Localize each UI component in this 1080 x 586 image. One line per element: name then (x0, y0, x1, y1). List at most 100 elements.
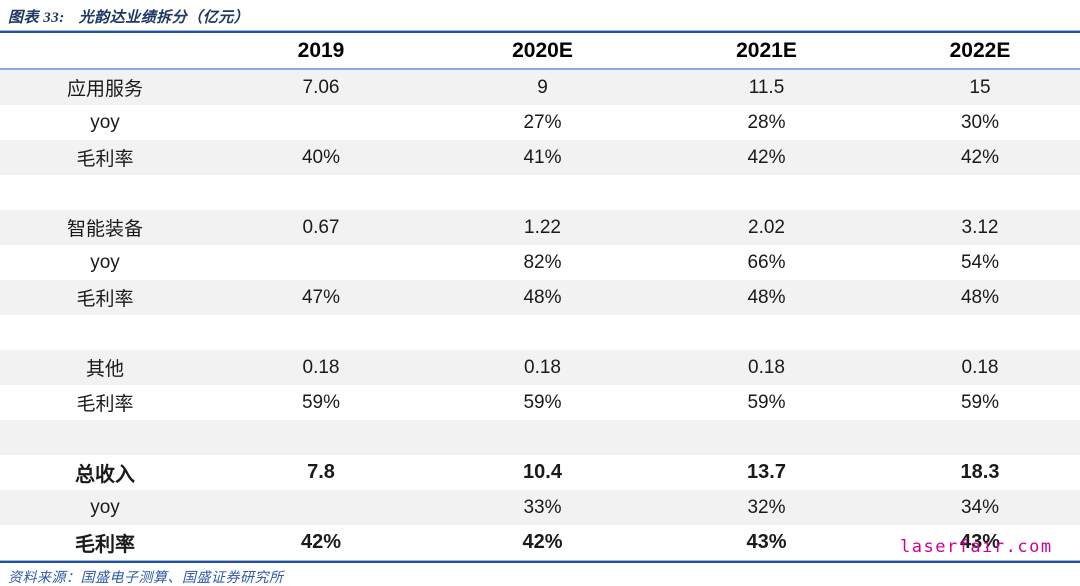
value-cell-2020e: 48% (432, 280, 653, 315)
column-header-2022e: 2022E (880, 33, 1080, 70)
value-cell-2019: 0.18 (210, 350, 432, 385)
value-cell-2019 (210, 175, 432, 210)
value-cell-2020e: 41% (432, 140, 653, 175)
value-cell-2022e: 43% (959, 531, 1001, 553)
column-header-2020e: 2020E (432, 33, 653, 70)
value-cell-2021e: 0.18 (653, 350, 880, 385)
value-cell-2020e: 33% (432, 490, 653, 525)
value-cell-2022e (880, 420, 1080, 455)
row-label-cell: yoy (90, 251, 120, 273)
value-cell-2019 (210, 315, 432, 350)
row-label-cell: yoy (90, 111, 120, 133)
row-label-cell: yoy (0, 490, 210, 525)
value-cell-2021e: 11.5 (653, 70, 880, 105)
value-cell-2022e: 30% (960, 111, 1000, 133)
row-label-cell: 应用服务 (0, 70, 210, 105)
value-cell-2022e (880, 175, 1080, 210)
value-cell-2019 (210, 420, 432, 455)
table-row: 总收入 7.8 10.4 13.7 18.3 (0, 455, 1080, 490)
value-cell-2021e: 59% (747, 391, 786, 413)
table-row: 毛利率 47% 48% 48% 48% (0, 280, 1080, 315)
value-cell-2019 (210, 245, 432, 280)
row-label-cell: 其他 (0, 350, 210, 385)
value-cell-2021e: 48% (653, 280, 880, 315)
value-cell-2021e: 2.02 (653, 210, 880, 245)
value-cell-2019: 47% (210, 280, 432, 315)
table-row: 毛利率 40% 41% 42% 42% (0, 140, 1080, 175)
value-cell-2019: 7.8 (307, 461, 335, 483)
data-table: 2019 2020E 2021E 2022E 应用服务 7.06 9 11.5 … (0, 33, 1080, 560)
row-label-cell: 毛利率 (75, 534, 135, 556)
table-row (0, 175, 1080, 210)
table-bottom-rule (0, 560, 1080, 563)
row-label-cell: 智能装备 (0, 210, 210, 245)
row-label-cell: 毛利率 (0, 140, 210, 175)
table-row: 智能装备 0.67 1.22 2.02 3.12 (0, 210, 1080, 245)
value-cell-2020e: 82% (523, 251, 562, 273)
value-cell-2021e (653, 420, 880, 455)
value-cell-2021e: 28% (747, 111, 786, 133)
figure-label: 图表 33: (8, 10, 65, 26)
value-cell-2022e: 18.3 (960, 461, 1000, 483)
value-cell-2021e: 42% (653, 140, 880, 175)
value-cell-2020e: 10.4 (523, 461, 562, 483)
row-label-cell (0, 420, 210, 455)
value-cell-2021e: 66% (747, 251, 786, 273)
table-row (0, 420, 1080, 455)
watermark: laserfair.com (900, 537, 1053, 557)
figure-title-text: 光韵达业绩拆分（亿元） (78, 10, 250, 26)
value-cell-2020e: 27% (523, 111, 562, 133)
value-cell-2022e: 3.12 (880, 210, 1080, 245)
table-row: 毛利率 59% 59% 59% 59% (0, 385, 1080, 420)
value-cell-2020e (432, 420, 653, 455)
column-header-2021e: 2021E (653, 33, 880, 70)
row-label-cell: 毛利率 (76, 394, 134, 415)
table-row: 其他 0.18 0.18 0.18 0.18 (0, 350, 1080, 385)
value-cell-2020e: 59% (523, 391, 562, 413)
value-cell-2019: 40% (210, 140, 432, 175)
column-header-label (0, 33, 210, 70)
table-top-rule (0, 30, 1080, 33)
value-cell-2022e: 54% (960, 251, 1000, 273)
table-row (0, 315, 1080, 350)
row-label-cell (0, 175, 210, 210)
value-cell-2021e: 43% (746, 531, 787, 553)
value-cell-2019 (210, 105, 432, 140)
value-cell-2019: 0.67 (210, 210, 432, 245)
value-cell-2022e: 34% (880, 490, 1080, 525)
value-cell-2019: 59% (301, 391, 341, 413)
value-cell-2020e (432, 315, 653, 350)
value-cell-2021e (653, 175, 880, 210)
value-cell-2020e: 9 (432, 70, 653, 105)
table-row: 应用服务 7.06 9 11.5 15 (0, 70, 1080, 105)
table-row: yoy 33% 32% 34% (0, 490, 1080, 525)
value-cell-2022e: 48% (880, 280, 1080, 315)
source-note: 资料来源：国盛电子测算、国盛证券研究所 (8, 571, 284, 586)
table-row: 毛利率 42% 42% 43% 43% (0, 525, 1080, 560)
table-header-row: 2019 2020E 2021E 2022E (0, 33, 1080, 70)
row-label-cell: 毛利率 (0, 280, 210, 315)
value-cell-2020e (432, 175, 653, 210)
value-cell-2022e: 59% (960, 391, 1000, 413)
table-body: 应用服务 7.06 9 11.5 15 yoy 27% 28% 30% 毛利率 … (0, 70, 1080, 560)
value-cell-2021e (653, 315, 880, 350)
value-cell-2022e: 0.18 (880, 350, 1080, 385)
row-label-cell: 总收入 (75, 464, 135, 486)
value-cell-2021e: 32% (653, 490, 880, 525)
row-label-cell (0, 315, 210, 350)
value-cell-2021e: 13.7 (747, 461, 786, 483)
value-cell-2020e: 1.22 (432, 210, 653, 245)
value-cell-2022e: 42% (880, 140, 1080, 175)
table-row: yoy 27% 28% 30% (0, 105, 1080, 140)
value-cell-2022e (880, 315, 1080, 350)
figure-title: 图表 33: 光韵达业绩拆分（亿元） (0, 0, 1080, 30)
value-cell-2022e: 15 (880, 70, 1080, 105)
value-cell-2019: 42% (300, 531, 342, 553)
column-header-2019: 2019 (210, 33, 432, 70)
value-cell-2020e: 42% (522, 531, 563, 553)
value-cell-2019 (210, 490, 432, 525)
value-cell-2019: 7.06 (210, 70, 432, 105)
table-row: yoy 82% 66% 54% (0, 245, 1080, 280)
value-cell-2020e: 0.18 (432, 350, 653, 385)
